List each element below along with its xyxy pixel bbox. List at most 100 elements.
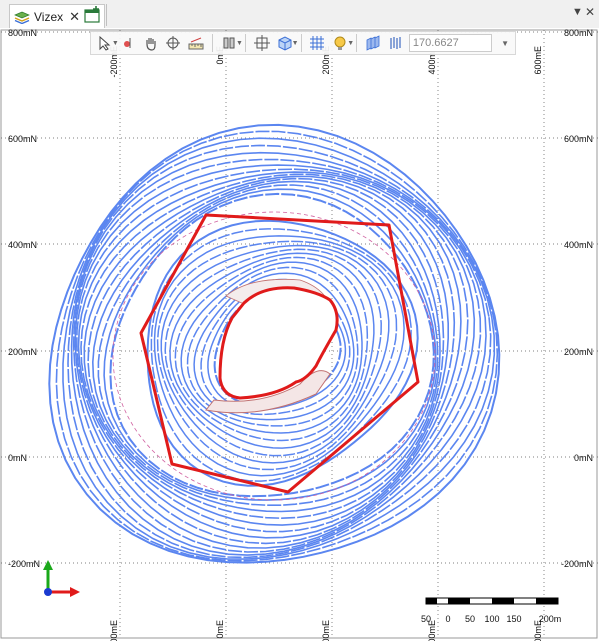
ruler-icon — [188, 37, 204, 50]
contour-line — [75, 168, 469, 545]
pick-icon — [123, 38, 131, 48]
outer-pit-contours — [48, 123, 501, 564]
contour-line — [72, 158, 482, 553]
contour-line — [83, 175, 449, 526]
zoom-extents-button[interactable] — [252, 34, 272, 52]
cube-view-icon — [278, 36, 292, 51]
contour-line — [91, 180, 441, 513]
northing-label-left: 800mN — [8, 28, 37, 38]
toolbar-separator — [356, 34, 358, 52]
contour-line — [55, 130, 499, 562]
plan-view-canvas[interactable]: 800mN 800mN 600mN 600mN 400mN 400mN 200mN 200mN… — [0, 28, 599, 641]
select-arrow-icon — [99, 35, 111, 51]
tab-separator — [106, 4, 107, 26]
contour-line — [80, 173, 456, 533]
northing-label-right: 0mN — [574, 453, 593, 463]
scale-bar-label: 0 — [445, 614, 450, 624]
scale-bar-label: 100 — [484, 614, 499, 624]
easting-label-top: 0mE — [215, 46, 225, 65]
scale-bar — [425, 597, 559, 605]
axis-triad — [43, 560, 80, 597]
contour-line — [48, 123, 501, 564]
tab-vizex-label: Vizex — [34, 9, 64, 24]
viewport-border — [0, 29, 598, 639]
pit-bottom-outline — [218, 286, 339, 400]
pick-tool-button[interactable] — [118, 34, 138, 52]
crosshair-icon — [166, 36, 181, 50]
toolbar-separator — [300, 34, 302, 52]
scale-bar-label: 150 — [506, 614, 521, 624]
easting-label-bottom: -200mE — [109, 620, 119, 641]
contour-line — [169, 252, 375, 449]
slice-planes-icon — [389, 37, 401, 49]
contour-line — [74, 164, 476, 549]
layers-icon — [14, 11, 30, 24]
contour-line — [153, 235, 405, 477]
contour-line — [67, 144, 492, 559]
view-box-button[interactable]: ▼ — [275, 34, 299, 52]
stacked-planes-icon — [366, 35, 380, 51]
contour-line — [103, 188, 437, 501]
close-window-icon[interactable]: ✕ — [585, 5, 596, 19]
northing-label-right: 400mN — [564, 240, 593, 250]
scale-bar-labels: 50 0 50 100 150 200m — [421, 614, 561, 624]
elevation-value: 170.6627 — [412, 37, 459, 49]
easting-label-bottom: 400mE — [427, 620, 437, 641]
scale-bar-label: 200m — [539, 614, 562, 624]
inner-pit-contours — [146, 219, 419, 487]
measure-tool-button[interactable] — [186, 34, 206, 52]
design-limit-line — [112, 211, 436, 501]
grid-icon — [310, 36, 325, 50]
hand-icon — [145, 38, 156, 51]
northing-label-left: 600mN — [8, 134, 37, 144]
lighting-button[interactable]: ▼ — [330, 34, 354, 52]
new-tab-icon[interactable] — [82, 5, 102, 25]
easting-label-bottom: 0mE — [215, 620, 225, 639]
chevron-down-icon: ▼ — [501, 38, 510, 48]
contour-line — [62, 137, 496, 560]
northing-label-right: 600mN — [564, 134, 593, 144]
easting-label-top: 400mE — [427, 46, 437, 75]
elevation-dropdown-button[interactable]: ▼ — [495, 34, 515, 52]
ramp-bench — [205, 370, 331, 414]
contour-line — [180, 261, 363, 434]
easting-label-top: 600mE — [533, 46, 543, 75]
easting-label-bottom: 200mE — [321, 620, 331, 641]
northing-label-left: 0mN — [8, 453, 27, 463]
northing-label-right: 800mN — [564, 28, 593, 38]
slice-planes-button[interactable] — [386, 34, 406, 52]
toolbar-separator — [244, 34, 246, 52]
toolbar-separator — [212, 34, 214, 52]
northing-label-right: 200mN — [564, 347, 593, 357]
scale-bar-label: 50 — [465, 614, 475, 624]
contour-line — [186, 266, 359, 427]
pan-tool-button[interactable] — [141, 34, 161, 52]
elevation-input[interactable]: 170.6627 — [408, 34, 493, 52]
select-tool-button[interactable]: ▼ — [95, 34, 119, 52]
easting-label-top: 200mE — [321, 46, 331, 75]
section-tool-button[interactable]: ▼ — [219, 34, 243, 52]
northing-label-right: -200mN — [561, 559, 593, 569]
easting-label-bottom: 600mE — [533, 620, 543, 641]
grid-toggle-button[interactable] — [308, 34, 328, 52]
close-tab-icon[interactable]: ✕ — [69, 8, 81, 24]
contour-line — [77, 171, 462, 539]
contour-line — [164, 248, 382, 457]
grid-coordinate-labels: 800mN 800mN 600mN 600mN 400mN 400mN 200mN 200mN… — [8, 28, 593, 641]
center-view-button[interactable] — [163, 34, 183, 52]
zoom-extents-icon — [253, 35, 270, 51]
stack-layers-button[interactable] — [363, 34, 383, 52]
contour-line — [160, 244, 390, 464]
northing-label-left: 200mN — [8, 347, 37, 357]
design-polygon-outline — [139, 213, 420, 494]
contour-line — [146, 219, 419, 487]
lightbulb-icon — [334, 36, 346, 50]
contour-line — [156, 240, 398, 471]
section-icon — [223, 37, 235, 49]
tab-list-dropdown-icon[interactable]: ▼ — [572, 6, 583, 18]
contour-line — [70, 151, 487, 556]
vizex-viewport[interactable]: 800mN 800mN 600mN 600mN 400mN 400mN 200mN 200mN… — [0, 28, 599, 641]
document-tab-bar: Vizex ✕ ▼ ✕ — [0, 0, 599, 29]
vizex-floating-toolbar: ▼ ▼ ▼ ▼ — [90, 31, 516, 55]
northing-label-left: 400mN — [8, 240, 37, 250]
